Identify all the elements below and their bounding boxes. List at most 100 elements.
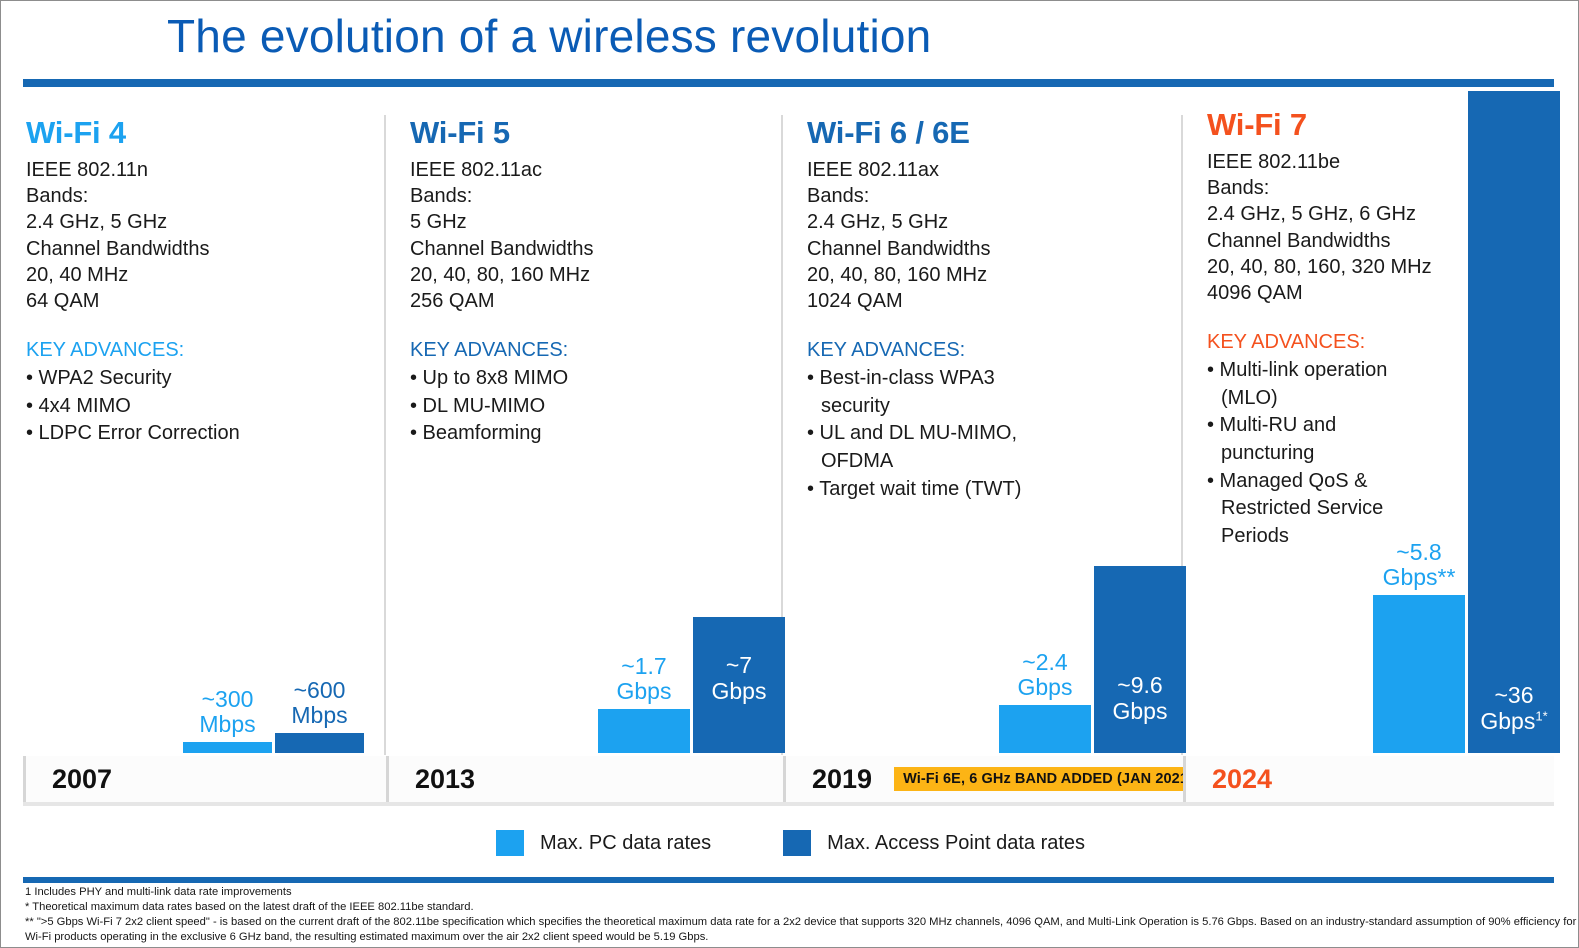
list-item: • WPA2 Security (26, 367, 172, 390)
legend-label-ap: Max. Access Point data rates (827, 831, 1086, 854)
bar-value-label-ap-wifi-4: ~600 Mbps (291, 677, 348, 730)
bar-group-pc-wifi-4: ~300 Mbps (183, 685, 272, 753)
list-item-continuation: (MLO) (1221, 386, 1278, 409)
column-wifi-5: Wi-Fi 5 IEEE 802.11ac Bands: 5 GHz Chann… (386, 91, 785, 753)
bar-group-ap-wifi-4: ~600 Mbps (275, 677, 364, 753)
column-wifi-7: Wi-Fi 7 IEEE 802.11be Bands: 2.4 GHz, 5 … (1183, 91, 1560, 753)
column-wifi-4: Wi-Fi 4 IEEE 802.11n Bands: 2.4 GHz, 5 G… (23, 91, 384, 753)
qam-wifi-6: 1024 QAM (807, 289, 903, 312)
standard-wifi-5: IEEE 802.11ac (410, 159, 542, 181)
qam-wifi-7: 4096 QAM (1207, 281, 1303, 304)
bar-group-pc-wifi-5: ~1.7 Gbps (598, 652, 690, 753)
bandwidth-label-wifi-4: Channel Bandwidths (26, 237, 210, 260)
key-advances-list-wifi-5: • Up to 8x8 MIMO • DL MU-MIMO • Beamform… (410, 365, 760, 448)
bands-label-wifi-7: Bands: (1207, 177, 1270, 200)
bar-pc-wifi-5 (598, 709, 690, 753)
bar-group-ap-wifi-6: ~9.6 Gbps (1094, 566, 1186, 753)
standard-wifi-7: IEEE 802.11be (1207, 151, 1341, 173)
footnote-asterisk: * Theoretical maximum data rates based o… (25, 900, 474, 913)
legend-item-ap: Max. Access Point data rates (783, 830, 1085, 856)
bar-value-label-ap-wifi-5: ~7 Gbps (693, 652, 785, 705)
bar-pc-wifi-6 (999, 705, 1091, 753)
bar-ap-wifi-5: ~7 Gbps (693, 617, 785, 753)
footnotes-block: 1 Includes PHY and multi-link data rate … (25, 885, 1579, 945)
footnote-double-asterisk-cont: Wi-Fi products operating in the exclusiv… (25, 930, 709, 943)
bandwidth-label-wifi-6: Channel Bandwidths (807, 237, 991, 260)
bar-pc-wifi-7 (1373, 595, 1465, 753)
bar-value-superscript: 1* (1535, 708, 1548, 724)
bar-value-line2: Gbps** (1382, 564, 1456, 591)
list-item: • Target wait time (TWT) (807, 477, 1022, 500)
bar-value-label-pc-wifi-5: ~1.7 Gbps (616, 652, 672, 706)
column-wifi-6: Wi-Fi 6 / 6E IEEE 802.11ax Bands: 2.4 GH… (783, 91, 1186, 753)
standard-wifi-4: IEEE 802.11n (26, 159, 148, 181)
key-advances-label-wifi-5: KEY ADVANCES: (410, 339, 569, 362)
years-row-shadow (23, 802, 1554, 806)
bar-group-pc-wifi-6: ~2.4 Gbps (999, 648, 1091, 753)
bar-value-line1: ~1.7 (621, 652, 667, 679)
year-label: 2013 (415, 763, 476, 794)
bar-value-line1: ~36 (1494, 682, 1534, 708)
brand-title-wifi-5: Wi-Fi 5 (410, 115, 510, 150)
key-advances-label-wifi-7: KEY ADVANCES: (1207, 331, 1366, 354)
list-item-continuation: puncturing (1221, 441, 1315, 464)
page-title: The evolution of a wireless revolution (167, 10, 932, 62)
footnote-double-asterisk: ** ">5 Gbps Wi-Fi 7 2x2 client speed" - … (25, 915, 1579, 928)
list-item: • Best-in-class WPA3 (807, 367, 995, 390)
column-divider-1 (384, 115, 386, 755)
list-item-continuation: Periods (1221, 524, 1289, 547)
key-advances-list-wifi-4: • WPA2 Security • 4x4 MIMO • LDPC Error … (26, 365, 366, 448)
bar-value-line2: Gbps (711, 677, 767, 704)
bar-value-line1: ~7 (725, 652, 753, 678)
list-item: • Multi-RU and (1207, 414, 1337, 437)
bands-label-wifi-4: Bands: (26, 185, 89, 208)
bands-value-wifi-5: 5 GHz (410, 211, 467, 234)
bar-value-line1: ~300 (201, 685, 254, 712)
bar-value-line1: ~2.4 (1022, 648, 1068, 675)
list-item: • DL MU-MIMO (410, 394, 546, 417)
bar-group-ap-wifi-5: ~7 Gbps (693, 617, 785, 753)
bar-value-line2: Gbps (1480, 707, 1536, 734)
footer-divider-rule (23, 877, 1554, 883)
column-divider-3 (1181, 115, 1183, 755)
bar-ap-wifi-6: ~9.6 Gbps (1094, 566, 1186, 753)
bar-value-line2: Mbps (199, 711, 256, 738)
brand-title-wifi-7: Wi-Fi 7 (1207, 107, 1307, 142)
list-item: • Managed QoS & (1207, 469, 1368, 492)
key-advances-list-wifi-6: • Best-in-class WPA3 security • UL and D… (807, 365, 1167, 503)
bar-group-pc-wifi-7: ~5.8 Gbps** (1373, 539, 1465, 753)
legend-item-pc: Max. PC data rates (495, 830, 712, 856)
bar-value-label-ap-wifi-7: ~36 Gbps1* (1468, 682, 1560, 735)
header-divider-rule (23, 79, 1554, 87)
legend-swatch-icon-ap (783, 830, 812, 856)
legend-label-pc: Max. PC data rates (539, 831, 712, 854)
list-item: • UL and DL MU-MIMO, (807, 422, 1017, 445)
year-label: 2007 (52, 763, 113, 794)
bands-label-wifi-5: Bands: (410, 185, 473, 208)
status-badge-wifi-6e: Wi-Fi 6E, 6 GHz BAND ADDED (JAN 2021) (894, 767, 1201, 791)
bands-value-wifi-6: 2.4 GHz, 5 GHz (807, 211, 949, 234)
footnote-1: 1 Includes PHY and multi-link data rate … (25, 886, 292, 898)
key-advances-label-wifi-6: KEY ADVANCES: (807, 339, 966, 362)
qam-wifi-4: 64 QAM (26, 289, 100, 312)
key-advances-label-wifi-4: KEY ADVANCES: (26, 339, 185, 362)
year-label: 2024 (1212, 763, 1273, 794)
key-advances-list-wifi-7: • Multi-link operation (MLO) • Multi-RU … (1207, 357, 1507, 550)
year-cell-2013: 2013 (386, 756, 783, 802)
bar-pc-wifi-4 (183, 742, 272, 753)
year-cell-2019: 2019 Wi-Fi 6E, 6 GHz BAND ADDED (JAN 202… (783, 756, 1201, 802)
bands-label-wifi-6: Bands: (807, 185, 870, 208)
bar-value-label-pc-wifi-4: ~300 Mbps (199, 685, 256, 739)
year-cell-2024: 2024 (1183, 756, 1554, 802)
list-item-continuation: OFDMA (821, 449, 894, 472)
bands-value-wifi-7: 2.4 GHz, 5 GHz, 6 GHz (1207, 203, 1416, 226)
column-divider-2 (781, 115, 783, 755)
bar-value-line2: Mbps (291, 702, 348, 729)
bands-value-wifi-4: 2.4 GHz, 5 GHz (26, 211, 168, 234)
bar-ap-wifi-4 (275, 733, 364, 753)
bar-value-line2: Gbps (1017, 674, 1073, 701)
list-item: • LDPC Error Correction (26, 422, 240, 445)
bandwidth-value-wifi-5: 20, 40, 80, 160 MHz (410, 263, 591, 286)
bar-value-line2: Gbps (616, 678, 672, 705)
